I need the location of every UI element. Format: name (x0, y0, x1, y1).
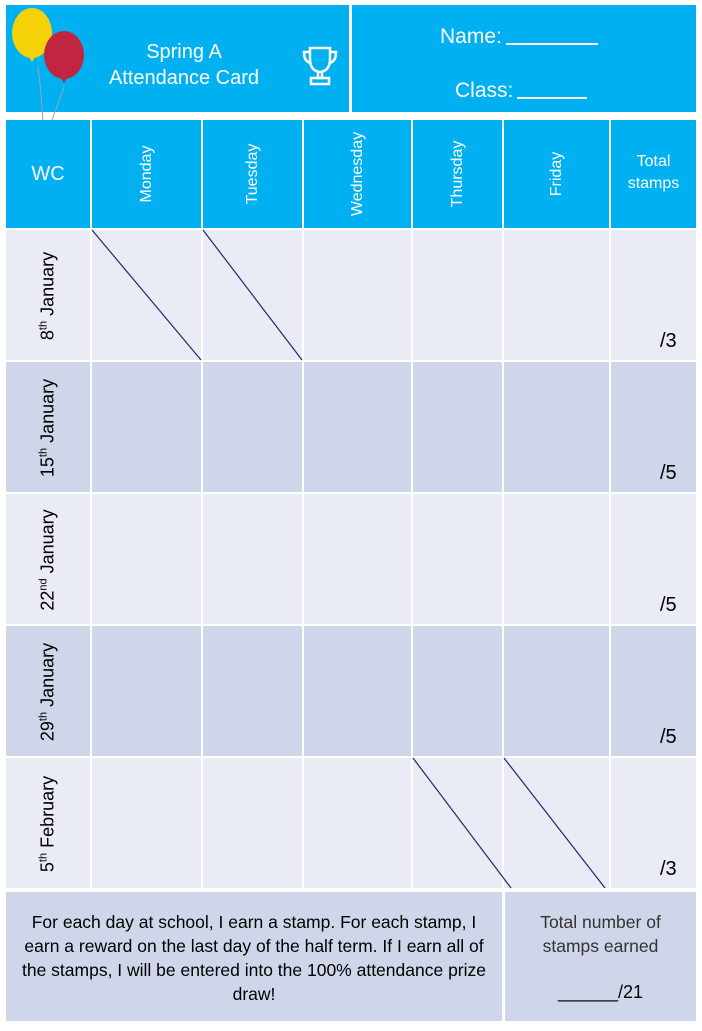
week-label-3: 22nd January (37, 509, 58, 611)
week-max-5: /3 (660, 858, 677, 880)
explanation-text: For each day at school, I earn a stamp. … (21, 912, 487, 1004)
wc-header: WC (6, 120, 90, 228)
week-row-4 (6, 626, 696, 756)
wednesday-header: Wednesday (304, 120, 411, 228)
name-blank[interactable] (505, 23, 598, 45)
total-stamps-header: Total stamps (611, 120, 696, 228)
class-blank[interactable] (517, 77, 588, 99)
week-row-1 (6, 230, 696, 360)
total-header-line-2: stamps (627, 175, 680, 192)
friday-header: Friday (504, 120, 609, 228)
thursday-header: Thursday (413, 120, 502, 228)
class-field[interactable]: Class: (455, 77, 588, 103)
week-max-1: /3 (660, 330, 677, 352)
name-field[interactable]: Name: (440, 23, 598, 49)
total-label-line-1: Total number of (540, 912, 661, 932)
grid-line (90, 120, 92, 890)
grid-line (502, 120, 504, 1021)
week-label-2: 15th January (37, 378, 58, 478)
week-label-5: 5th February (37, 775, 58, 873)
grid-line (302, 120, 304, 890)
total-panel: Total number of stamps earned ______/21 (505, 892, 696, 1021)
crossout-monday-week1 (91, 229, 202, 361)
class-label: Class: (455, 79, 514, 102)
name-label: Name: (440, 25, 502, 48)
title-line-2: Attendance Card (108, 67, 260, 89)
total-stamps-label: Total number of stamps earned (505, 910, 696, 958)
monday-header: Monday (92, 120, 201, 228)
week-row-5 (6, 758, 696, 888)
grid-line (201, 120, 203, 890)
week-row-3 (6, 494, 696, 624)
week-max-2: /5 (660, 462, 677, 484)
student-info-panel: Name: Class: (352, 5, 696, 112)
total-label-line-2: stamps earned (542, 936, 659, 956)
title-line-1: Spring A (146, 41, 222, 63)
week-max-4: /5 (660, 726, 677, 748)
explanation-panel: For each day at school, I earn a stamp. … (6, 892, 502, 1021)
crossout-thursday-week5 (412, 757, 512, 889)
crossout-friday-week5 (503, 757, 606, 889)
crossout-tuesday-week1 (202, 229, 303, 361)
grid-line (609, 120, 611, 890)
total-score-field[interactable]: ______/21 (557, 982, 644, 1002)
grid-line (411, 120, 413, 890)
week-label-1: 8th January (37, 251, 58, 341)
trophy-icon (302, 46, 338, 86)
total-header-line-1: Total (636, 153, 671, 170)
week-label-4: 29th January (37, 642, 58, 742)
week-row-2 (6, 362, 696, 492)
week-max-3: /5 (660, 594, 677, 616)
card-title: Spring A Attendance Card (94, 39, 274, 91)
tuesday-header: Tuesday (203, 120, 302, 228)
